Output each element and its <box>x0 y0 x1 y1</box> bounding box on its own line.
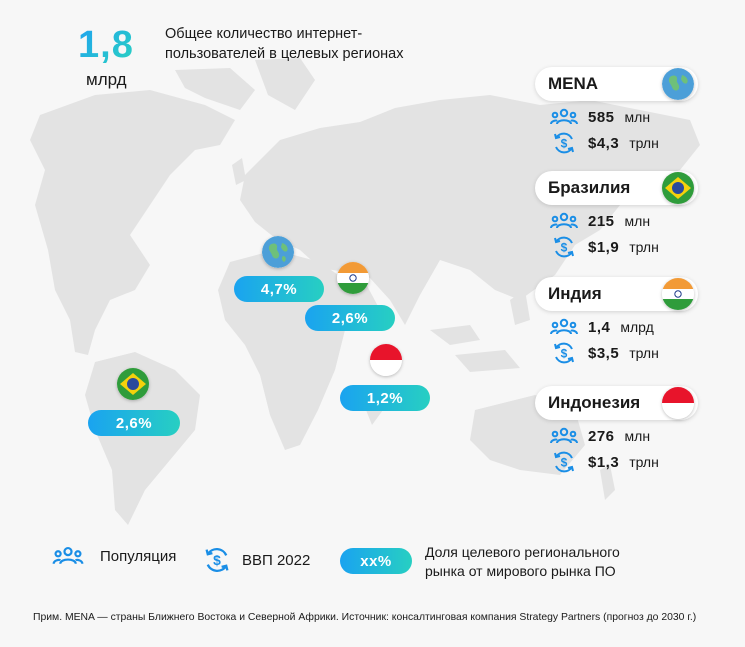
region-card-header: Бразилия <box>535 171 698 205</box>
region-name: Бразилия <box>548 178 631 197</box>
brazil-flag-icon <box>662 172 694 204</box>
legend-share-pill: xx% <box>340 548 412 574</box>
gdp-icon: $ <box>550 131 578 155</box>
population-row: 215 млн <box>550 208 698 234</box>
region-card-header: Индонезия <box>535 386 698 420</box>
gdp-icon: $ <box>205 548 229 572</box>
footnote: Прим. MENA — страны Ближнего Востока и С… <box>33 612 697 623</box>
gdp-icon: $ <box>550 235 578 259</box>
indonesia-share-pill: 1,2% <box>340 385 430 411</box>
total-users-value: 1,8 <box>78 24 134 66</box>
region-card-header: Индия <box>535 277 698 311</box>
region-card-indonesia: Индонезия 276 млн $ $1,3 трлн <box>535 386 698 475</box>
svg-text:$: $ <box>213 552 221 568</box>
svg-text:$: $ <box>561 241 568 255</box>
svg-text:$: $ <box>561 347 568 361</box>
india-share-pill: 2,6% <box>305 305 395 331</box>
brazil-flag-icon <box>117 368 149 400</box>
population-icon <box>550 105 578 129</box>
brazil-share-pill: 2,6% <box>88 410 180 436</box>
gdp-row: $ $1,3 трлн <box>550 449 698 475</box>
gdp-row: $ $1,9 трлн <box>550 234 698 260</box>
gdp-icon: $ <box>550 450 578 474</box>
india-flag-icon <box>337 262 369 294</box>
svg-text:$: $ <box>561 137 568 151</box>
svg-text:$: $ <box>561 456 568 470</box>
mena-globe-marker <box>262 236 294 268</box>
brazil-flag <box>662 172 694 204</box>
population-icon <box>550 424 578 448</box>
gdp-icon: $ <box>550 341 578 365</box>
gdp-row: $ $3,5 трлн <box>550 340 698 366</box>
gdp-value: $1,3 <box>588 453 620 471</box>
population-icon <box>550 315 578 339</box>
india-flag <box>662 278 694 310</box>
globe-icon <box>262 236 294 268</box>
population-row: 1,4 млрд <box>550 314 698 340</box>
globe-icon <box>662 68 694 100</box>
total-users-unit: млрд <box>86 70 127 89</box>
mena-share-pill: 4,7% <box>234 276 324 302</box>
population-value: 276 <box>588 427 615 445</box>
population-value: 585 <box>588 108 615 126</box>
india-flag-icon <box>662 278 694 310</box>
india-flag-marker <box>337 262 369 294</box>
gdp-unit: трлн <box>629 135 659 151</box>
gdp-unit: трлн <box>629 454 659 470</box>
region-name: Индия <box>548 284 602 303</box>
brazil-flag-marker <box>117 368 149 400</box>
region-card-brazil: Бразилия 215 млн $ $1,9 трлн <box>535 171 698 260</box>
population-unit: млн <box>624 428 651 444</box>
population-unit: млн <box>624 109 651 125</box>
population-row: 276 млн <box>550 423 698 449</box>
indonesia-flag-marker <box>370 344 402 376</box>
gdp-unit: трлн <box>629 239 659 255</box>
population-row: 585 млн <box>550 104 698 130</box>
region-card-mena: MENA 585 млн $ $4,3 трлн <box>535 67 698 156</box>
indonesia-flag <box>662 387 694 419</box>
population-unit: млн <box>624 213 651 229</box>
population-icon <box>550 209 578 233</box>
region-card-header: MENA <box>535 67 698 101</box>
mena-globe-flag <box>662 68 694 100</box>
gdp-row: $ $4,3 трлн <box>550 130 698 156</box>
total-users-description: Общее количество интернет-пользователей … <box>165 26 404 62</box>
indonesia-flag-icon <box>370 344 402 376</box>
legend-gdp-label: ВВП 2022 <box>242 551 311 569</box>
population-unit: млрд <box>620 319 654 335</box>
population-value: 1,4 <box>588 318 611 336</box>
indonesia-flag-icon <box>662 387 694 419</box>
gdp-unit: трлн <box>629 345 659 361</box>
legend-share-description: Доля целевого регионального рынка от мир… <box>425 544 620 579</box>
region-card-india: Индия 1,4 млрд $ $3,5 трлн <box>535 277 698 366</box>
region-name: Индонезия <box>548 393 641 412</box>
population-value: 215 <box>588 212 615 230</box>
population-icon <box>52 546 84 565</box>
gdp-value: $3,5 <box>588 344 620 362</box>
gdp-value: $1,9 <box>588 238 620 256</box>
legend-population-label: Популяция <box>100 547 177 565</box>
legend-population: Популяция <box>50 545 176 567</box>
region-name: MENA <box>548 74 599 93</box>
gdp-value: $4,3 <box>588 134 620 152</box>
legend-gdp: $ ВВП 2022 <box>202 545 310 575</box>
